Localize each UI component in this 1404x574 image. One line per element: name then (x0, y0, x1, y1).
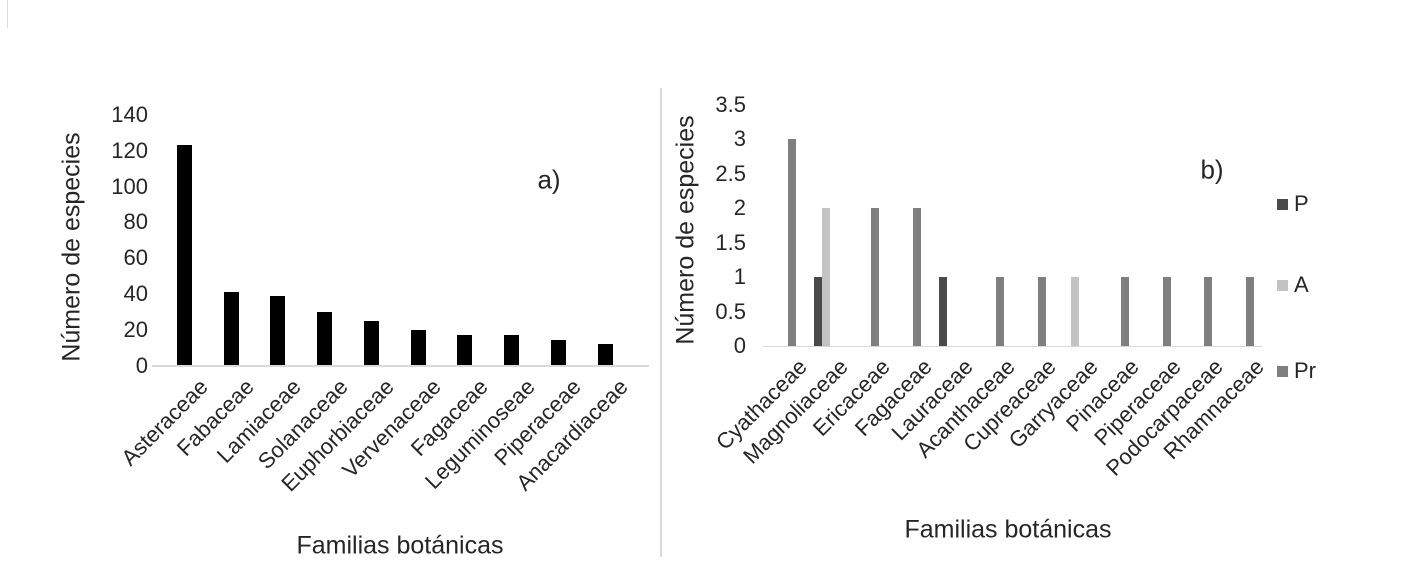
bar-podocarpaceae-pr (1204, 277, 1213, 346)
y-tick-label: 80 (123, 209, 148, 235)
bar-garryaceae-a (1071, 277, 1080, 346)
y-tick-label: 1.5 (715, 229, 746, 255)
bar-magnoliaceae-a (821, 208, 830, 346)
bar-acanthaceae-pr (996, 277, 1005, 346)
y-tick-label: 2.5 (715, 160, 746, 186)
y-tick-label: 140 (111, 102, 148, 127)
legend-label-pr: Pr (1294, 358, 1316, 383)
bar-lauraceae-p (938, 277, 947, 346)
y-tick-label: 2 (733, 195, 746, 221)
y-tick-label: 120 (111, 137, 148, 163)
y-tick-label: 0 (733, 333, 746, 358)
bar-asteraceae (177, 145, 192, 366)
y-tick-label: 3 (733, 126, 746, 152)
bar-fagaceae-pr (913, 208, 922, 346)
legend-item-pr: Pr (1277, 360, 1316, 382)
bar-vervenaceae (410, 329, 426, 366)
bar-euphorbiaceae (363, 320, 379, 366)
chart-b-x-axis-line (763, 345, 1262, 347)
chart-a-x-axis-line (152, 365, 649, 367)
y-tick-label: 3.5 (715, 92, 746, 117)
bar-solanaceae (317, 311, 333, 366)
bar-piperaceae-pr (1162, 277, 1171, 346)
chart-a-x-axis-title: Familias botánicas (296, 531, 504, 560)
bar-cyathaceae-pr (788, 139, 797, 346)
y-tick-label: 60 (123, 245, 148, 271)
bar-cupreaceae-pr (1037, 277, 1046, 346)
legend-item-p: P (1277, 193, 1309, 215)
bar-pinaceae-pr (1120, 277, 1129, 346)
legend-label-a: A (1294, 272, 1309, 297)
y-tick-label: 100 (111, 173, 148, 199)
legend-swatch-a-icon (1277, 279, 1288, 291)
legend-swatch-pr-icon (1277, 365, 1288, 377)
bar-fagaceae (457, 335, 473, 366)
y-tick-label: 0 (135, 352, 148, 378)
y-tick-label: 20 (123, 316, 148, 342)
bar-leguminoseae (504, 335, 520, 366)
y-tick-label: 0.5 (715, 298, 746, 324)
bar-anacardiaceae (597, 344, 613, 366)
legend-swatch-p-icon (1277, 198, 1288, 210)
bar-ericaceae-pr (871, 208, 880, 346)
bar-lamiaceae (270, 295, 286, 366)
y-tick-label: 40 (123, 280, 148, 306)
bar-piperaceae (550, 340, 566, 366)
y-tick-label: 1 (733, 264, 746, 290)
panel-divider-line (660, 88, 662, 557)
legend-label-p: P (1294, 191, 1309, 216)
legend-item-a: A (1277, 274, 1309, 296)
bar-fabaceae (223, 292, 239, 366)
bar-rhamnaceae-pr (1245, 277, 1254, 346)
chart-b-panel-letter: b) (1200, 154, 1224, 185)
bar-magnoliaceae-p (813, 277, 822, 346)
chart-b-x-axis-title: Familias botánicas (904, 515, 1112, 544)
chart-a-panel-letter: a) (537, 164, 561, 195)
stray-edge-line (7, 0, 8, 28)
